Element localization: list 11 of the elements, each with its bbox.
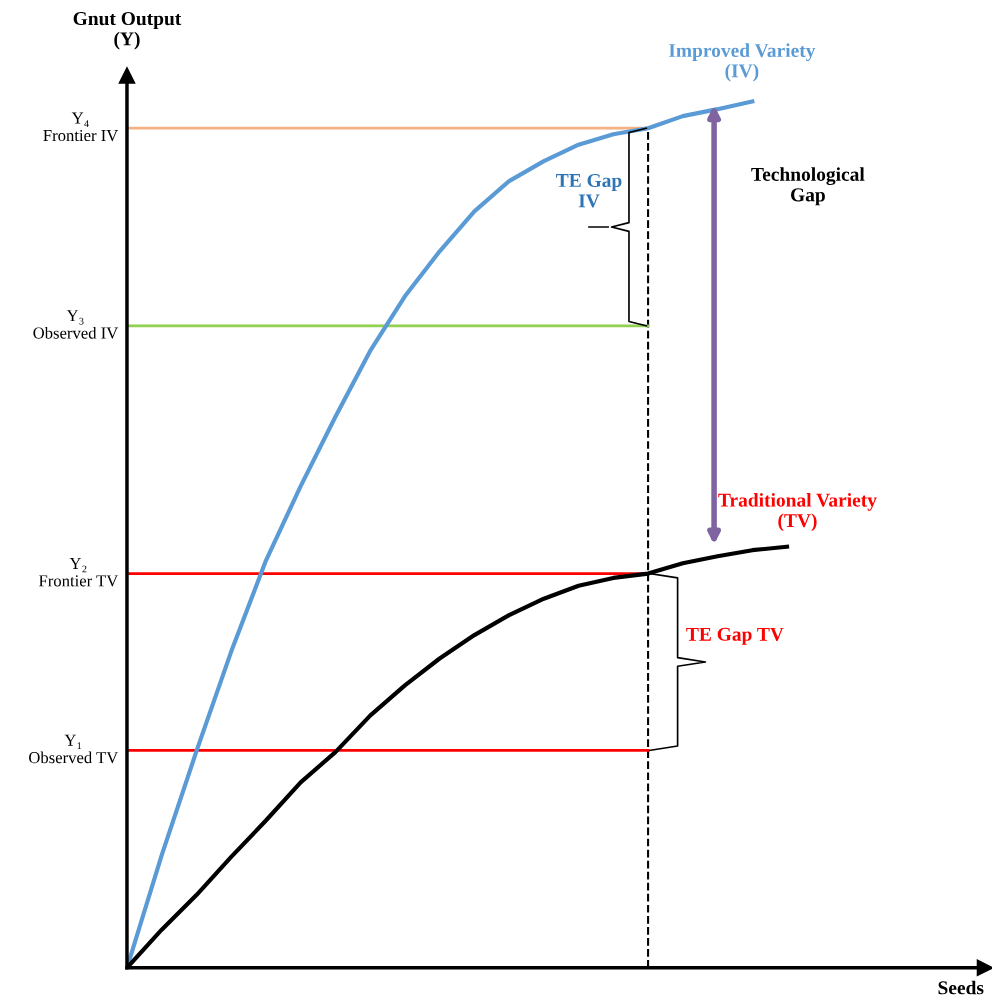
annotation: Traditional Variety (TV) (718, 493, 877, 532)
ref-line-label: Y₄ Frontier IV (43, 112, 119, 142)
annotation: TE Gap TV (686, 627, 784, 645)
y-axis-title: Gnut Output (Y) (73, 12, 182, 50)
series-label: Improved Variety (IV) (668, 43, 816, 82)
text: Seeds (938, 980, 984, 995)
ref-line-label: Y₂ Frontier TV (38, 557, 119, 587)
ref-line-label: Y₁ Observed TV (29, 734, 119, 764)
ref-line-label: Y₃ Observed IV (33, 310, 119, 339)
annotation: TE Gap IV (556, 173, 622, 208)
annotation: Technological Gap (751, 167, 865, 206)
